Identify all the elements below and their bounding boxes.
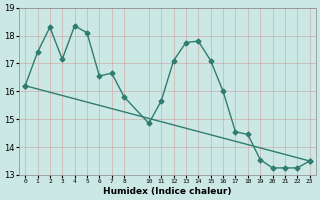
X-axis label: Humidex (Indice chaleur): Humidex (Indice chaleur) xyxy=(103,187,232,196)
